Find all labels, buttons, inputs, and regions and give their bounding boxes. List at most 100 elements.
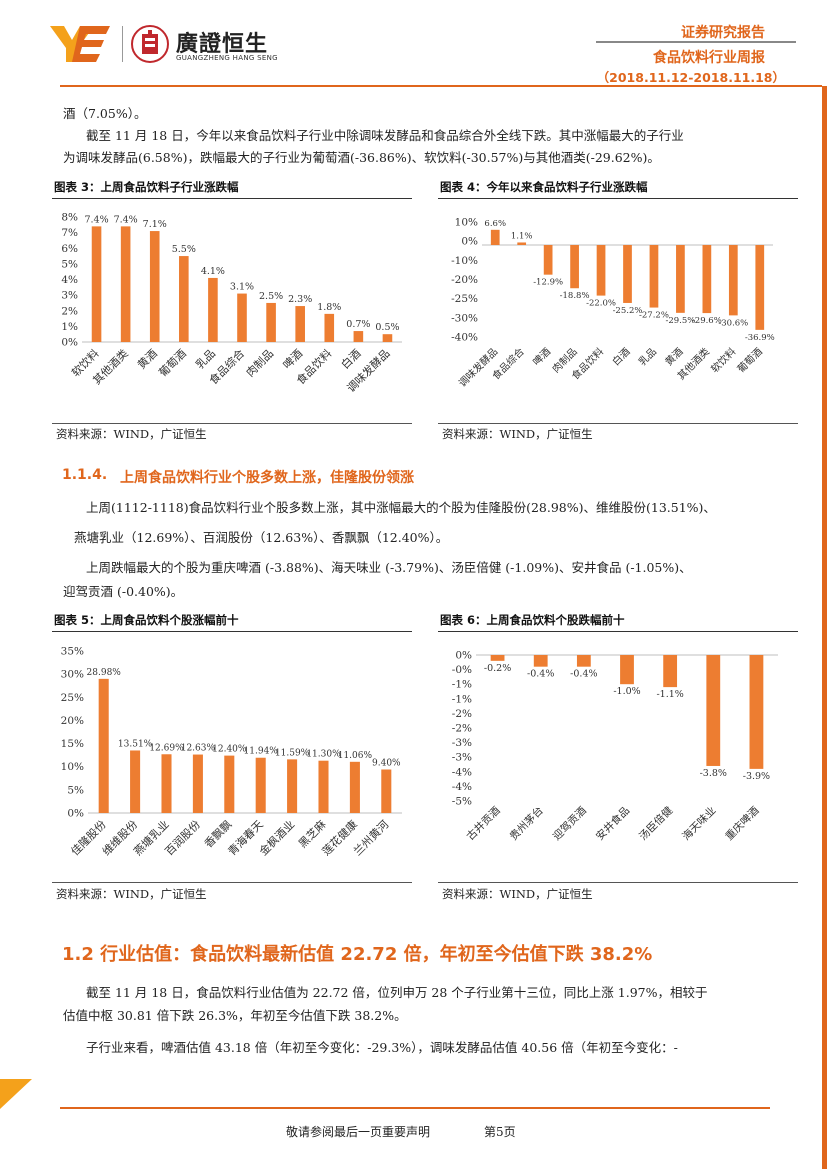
chart5-bar	[318, 760, 329, 813]
chart4-data-label: -18.8%	[560, 291, 590, 301]
chart4-data-label: -27.2%	[639, 311, 669, 321]
chart5-bar	[349, 761, 360, 813]
chart6-category-label: 迎驾贡酒	[550, 804, 589, 843]
chart3-bar	[237, 293, 247, 342]
chart3-ytick: 7%	[61, 227, 78, 239]
chart5-ytick: 10%	[61, 761, 84, 773]
chart6-bar	[663, 655, 678, 688]
chart5-ytick: 15%	[61, 738, 84, 750]
chart4-category-label: 葡萄酒	[734, 345, 764, 375]
chart3-data-label: 5.5%	[172, 244, 196, 255]
chart6-svg: -5% -4% -4% -3% -3% -2% -2% -1% -1% -0% 0% -0.2% 古井贡…	[452, 650, 778, 843]
chart3-source: 资料来源：WIND，广证恒生	[56, 427, 207, 441]
chart4-svg: -40%-30%-25%-20%-10%0%10% 6.6%调味发酵品1.1%食品…	[451, 217, 775, 390]
footer-disclaimer: 敬请参阅最后一页重要声明	[286, 1125, 431, 1139]
chart5-bar	[161, 754, 172, 813]
chart4-bar	[755, 245, 765, 330]
chart4-ytick: -30%	[451, 312, 478, 324]
chart6-ytick: -3%	[452, 752, 472, 764]
chart3-bar	[295, 306, 305, 342]
report-type: 证券研究报告	[681, 25, 765, 41]
chart6-ytick: -2%	[452, 723, 472, 735]
paragraph-top-losers-line2: 迎驾贡酒 (-0.40%)。	[63, 584, 184, 599]
chart5-svg: 0%5%10%15%20%25%30%35%28.98%佳隆股份13.51%维维…	[61, 646, 402, 858]
chart5-ytick: 30%	[61, 669, 84, 681]
chart4-data-label: -30.6%	[718, 318, 748, 328]
chart5-data-label: 11.94%	[244, 747, 279, 757]
chart6-data-label: -0.4%	[527, 669, 554, 680]
paragraph-top-losers-line1: 上周跌幅最大的个股为重庆啤酒 (-3.88%)、海天味业 (-3.79%)、汤臣…	[86, 560, 692, 575]
chart6-category-label: 安井食品	[593, 804, 632, 843]
chart4-category-label: 白酒	[609, 345, 632, 368]
chart6-ytick: -1%	[452, 679, 472, 691]
chart3-bar	[353, 331, 364, 342]
chart3-ytick: 2%	[61, 305, 78, 317]
chart6-ytick: 0%	[455, 650, 472, 662]
report-title: 食品饮料行业周报	[653, 50, 765, 66]
chart3-ytick: 6%	[61, 243, 78, 255]
chart3-data-label: 0.5%	[375, 322, 399, 333]
chart5-ytick: 25%	[61, 692, 84, 704]
chart3-ytick: 4%	[61, 274, 78, 286]
chart6-category-label: 海天味业	[680, 804, 719, 843]
chart3-data-label: 0.7%	[346, 319, 370, 330]
chart5-ytick: 0%	[67, 808, 84, 820]
paragraph-valuation-line2: 估值中枢 30.81 倍下跌 26.3%，年初至今估值下跌 38.2%。	[63, 1008, 407, 1023]
section-1-1-4-title: 上周食品饮料行业个股多数上涨，佳隆股份领涨	[120, 470, 414, 486]
footer-page-number: 第5页	[484, 1125, 516, 1139]
chart6-ytick: -1%	[452, 693, 472, 705]
chart3-bar	[266, 302, 276, 342]
right-edge-band	[822, 86, 827, 1169]
chart6-box	[438, 631, 798, 883]
chart4-data-label: -36.9%	[745, 333, 775, 343]
chart5-category-label: 百润股份	[162, 817, 203, 858]
paragraph-top-gainers-line2: 燕塘乳业（12.69%）、百润股份（12.63%）、香飘飘（12.40%）。	[74, 530, 449, 545]
chart3-category-label: 乳品	[193, 347, 218, 372]
chart4-category-label: 软饮料	[708, 345, 738, 375]
chart3-data-label: 7.1%	[143, 219, 167, 230]
chart3-data-label: 4.1%	[201, 266, 225, 277]
chart5-bar	[130, 750, 141, 813]
chart3-bar	[324, 313, 335, 342]
chart5-ytick: 35%	[61, 646, 84, 658]
chart6-source: 资料来源：WIND，广证恒生	[442, 887, 593, 901]
chart3-category-label: 肉制品	[244, 347, 277, 380]
paragraph-top-gainers-line1: 上周(1112-1118)食品饮料行业个股多数上涨，其中涨幅最大的个股为佳隆股份…	[86, 500, 716, 515]
chart5-data-label: 12.69%	[149, 743, 184, 753]
chart3-data-label: 2.3%	[288, 294, 312, 305]
chart3-ytick: 5%	[61, 258, 78, 270]
chart5-data-label: 9.40%	[372, 758, 401, 768]
company-logo-icon	[50, 26, 110, 62]
chart3-svg: 0%1%2%3%4%5%6%7%8% 7.4%软饮料7.4%其他酒类7.1%黄酒5…	[61, 212, 402, 395]
chart3-category-label: 黄酒	[134, 346, 159, 371]
chart6-data-label: -0.4%	[570, 669, 597, 680]
chart6-data-label: -1.1%	[656, 689, 683, 700]
chart3-category-label: 白酒	[338, 346, 363, 371]
chart5-bar	[224, 755, 235, 813]
chart5-source: 资料来源：WIND，广证恒生	[56, 887, 207, 901]
header-rule-top	[596, 41, 796, 43]
chart3-bar	[208, 277, 218, 342]
chart5-bar	[98, 678, 109, 813]
chart5-data-label: 11.59%	[275, 748, 310, 758]
chart3-data-label: 1.8%	[317, 302, 341, 313]
chart5-bar	[255, 757, 266, 813]
paragraph-carryover: 酒（7.05%）。	[63, 106, 147, 121]
chart4-category-label: 黄酒	[662, 345, 685, 368]
chart4-category-label: 啤酒	[531, 346, 554, 369]
chart3-ytick: 1%	[61, 321, 78, 333]
chart4-data-label: 1.1%	[511, 231, 533, 241]
chart4-ytick: -20%	[451, 274, 478, 286]
chart6-data-label: -0.2%	[484, 663, 511, 674]
paragraph-subsector-valuation: 子行业来看，啤酒估值 43.18 倍（年初至今变化：-29.3%），调味发酵品估…	[86, 1040, 678, 1055]
chart6-category-label: 重庆啤酒	[723, 804, 762, 843]
section-1-1-4-number: 1.1.4.	[62, 467, 108, 483]
chart4-bar	[517, 242, 527, 245]
logo-subtitle: GUANGZHENG HANG SENG	[176, 54, 278, 62]
chart3-bar	[91, 226, 102, 342]
chart5-data-label: 13.51%	[118, 739, 153, 749]
logo-name: 廣證恒生	[176, 32, 269, 57]
chart5-ytick: 5%	[67, 784, 84, 796]
paragraph-valuation-line1: 截至 11 月 18 日，食品饮料行业估值为 22.72 倍，位列申万 28 个…	[86, 985, 708, 1000]
chart5-ytick: 20%	[61, 715, 84, 727]
